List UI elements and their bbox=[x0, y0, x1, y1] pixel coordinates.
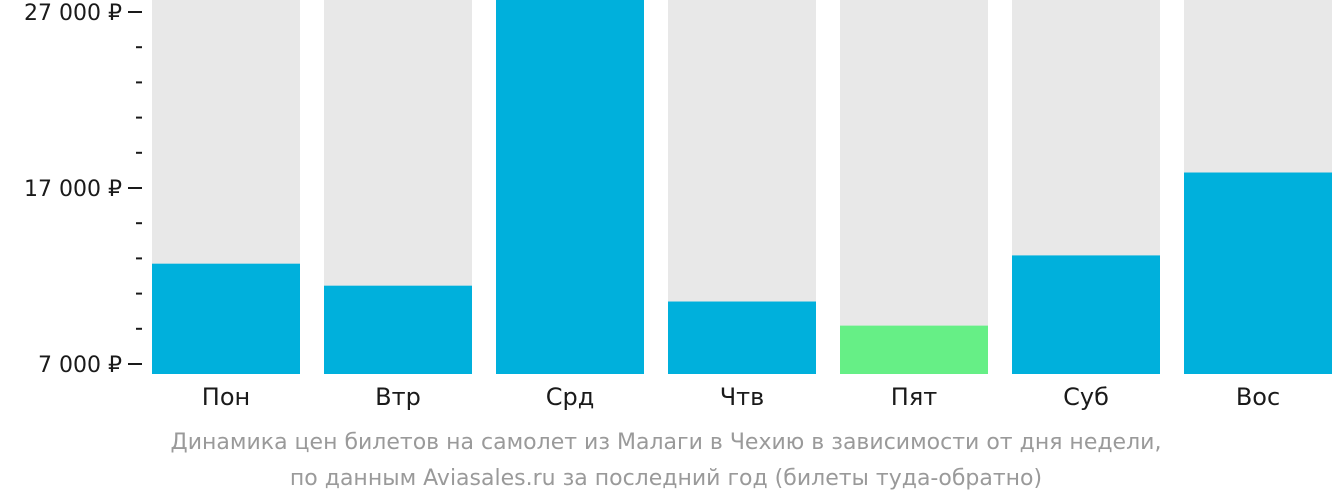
chart-caption-line-1: Динамика цен билетов на самолет из Малаг… bbox=[170, 430, 1162, 455]
bar-1 bbox=[324, 285, 472, 374]
x-tick-label-5: Суб bbox=[1063, 383, 1109, 411]
bar-2 bbox=[496, 0, 644, 374]
bar-5 bbox=[1012, 255, 1160, 374]
bar-track-4 bbox=[840, 0, 988, 374]
x-tick-label-4: Пят bbox=[891, 383, 937, 411]
x-tick-label-3: Чтв bbox=[720, 383, 765, 411]
x-tick-label-6: Вос bbox=[1236, 383, 1280, 411]
y-tick-label-2: 27 000 ₽ bbox=[24, 1, 122, 26]
bar-6 bbox=[1184, 172, 1332, 374]
chart-caption-line-2: по данным Aviasales.ru за последний год … bbox=[289, 466, 1043, 491]
bar-tracks bbox=[152, 0, 1332, 374]
x-tick-label-1: Втр bbox=[375, 383, 421, 411]
x-tick-label-2: Срд bbox=[546, 383, 595, 411]
y-tick-label-1: 17 000 ₽ bbox=[24, 177, 122, 202]
y-tick-label-0: 7 000 ₽ bbox=[38, 353, 122, 378]
bar-3 bbox=[668, 301, 816, 374]
bar-4 bbox=[840, 325, 988, 374]
x-axis: Пон Втр Срд Чтв Пят Суб Вос bbox=[202, 383, 1280, 411]
bar-0 bbox=[152, 263, 300, 374]
x-tick-label-0: Пон bbox=[202, 383, 250, 411]
bars bbox=[152, 0, 1332, 374]
y-axis: 7 000 ₽ 17 000 ₽ 27 000 ₽ bbox=[24, 1, 142, 378]
